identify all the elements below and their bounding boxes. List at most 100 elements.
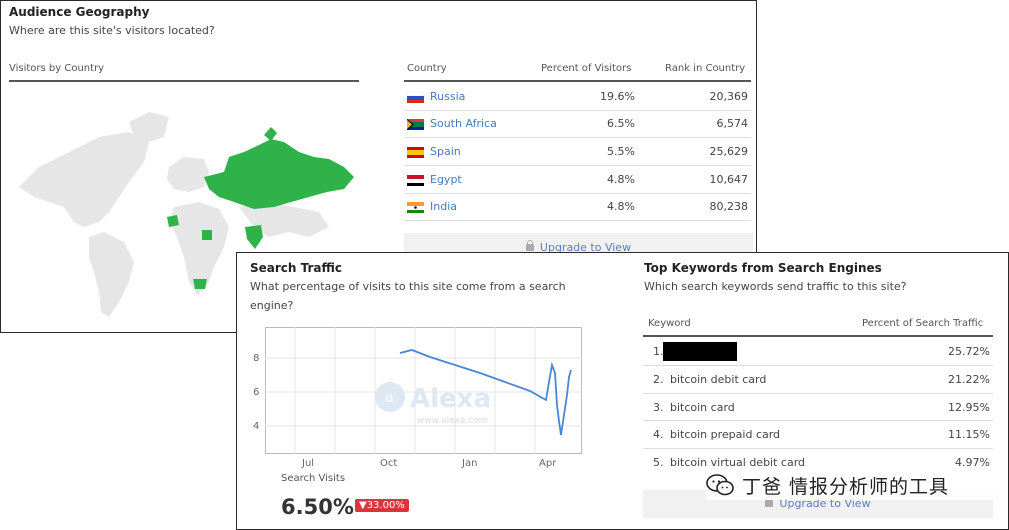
map-africa bbox=[169, 202, 229, 295]
visitors-by-country-label: Visitors by Country bbox=[9, 63, 105, 74]
svg-text:a: a bbox=[385, 390, 394, 406]
x-tick: Oct bbox=[380, 458, 398, 469]
india-flag-icon bbox=[407, 202, 424, 213]
table-row: India 4.8% 80,238 bbox=[404, 194, 751, 221]
keyword-index: 2. bbox=[653, 373, 664, 386]
keyword-index: 4. bbox=[653, 428, 664, 441]
keyword-percent: 21.22% bbox=[948, 373, 990, 386]
search-traffic-title: Search Traffic bbox=[250, 261, 343, 275]
row-divider bbox=[404, 220, 751, 221]
row-divider bbox=[404, 137, 751, 138]
map-north-america bbox=[19, 132, 149, 227]
row-divider bbox=[643, 365, 993, 366]
top-keywords-title: Top Keywords from Search Engines bbox=[644, 261, 882, 275]
upgrade-label: Upgrade to View bbox=[539, 241, 632, 254]
search-visits-label: Search Visits bbox=[281, 473, 346, 484]
keyword-percent: 12.95% bbox=[948, 401, 990, 414]
search-traffic-subtitle-1: What percentage of visits to this site c… bbox=[250, 280, 566, 293]
wechat-icon bbox=[706, 474, 734, 496]
table-row: Spain 5.5% 25,629 bbox=[404, 139, 751, 166]
map-russia-north bbox=[264, 127, 277, 141]
map-spain bbox=[167, 215, 179, 227]
egypt-flag-icon bbox=[407, 175, 424, 186]
map-south-america bbox=[89, 232, 134, 317]
x-tick: Jul bbox=[302, 458, 315, 469]
geography-subtitle: Where are this site's visitors located? bbox=[9, 24, 215, 37]
column-percent-of-visitors[interactable]: Percent of Visitors bbox=[541, 63, 632, 74]
map-russia bbox=[204, 139, 354, 209]
y-tick: 4 bbox=[253, 421, 260, 432]
search-traffic-line bbox=[399, 349, 572, 436]
keywords-upgrade-label: Upgrade to View bbox=[779, 497, 871, 510]
column-percent-of-search-traffic[interactable]: Percent of Search Traffic bbox=[862, 318, 984, 329]
percent-value: 4.8% bbox=[607, 200, 635, 213]
row-divider bbox=[643, 393, 993, 394]
column-keyword[interactable]: Keyword bbox=[648, 318, 691, 329]
keyword-text: bitcoin prepaid card bbox=[670, 428, 781, 441]
country-link[interactable]: Spain bbox=[430, 145, 461, 158]
keyword-row: 2. bitcoin debit card 21.22% bbox=[643, 366, 993, 393]
top-keywords-subtitle: Which search keywords send traffic to th… bbox=[644, 280, 907, 293]
keyword-index: 5. bbox=[653, 456, 664, 469]
russia-flag-icon bbox=[407, 92, 424, 103]
keywords-header-rule bbox=[643, 335, 993, 337]
rank-value: 25,629 bbox=[709, 145, 749, 158]
row-divider bbox=[643, 420, 993, 421]
table-row: Russia 19.6% 20,369 bbox=[404, 84, 751, 111]
map-greenland bbox=[129, 112, 169, 142]
alexa-logo-icon bbox=[375, 382, 405, 412]
change-badge: ▼33.00% bbox=[355, 499, 409, 512]
row-divider bbox=[643, 448, 993, 449]
keyword-percent: 11.15% bbox=[948, 428, 990, 441]
percent-value: 4.8% bbox=[607, 173, 635, 186]
map-india bbox=[245, 225, 263, 249]
south-africa-flag-icon bbox=[407, 119, 424, 130]
lock-icon bbox=[765, 496, 774, 507]
map-south-africa bbox=[193, 279, 207, 289]
watermark-text: 丁爸 情报分析师的工具 bbox=[742, 476, 950, 498]
y-tick: 8 bbox=[253, 353, 260, 364]
country-link[interactable]: South Africa bbox=[430, 117, 497, 130]
keyword-row: 5. bitcoin virtual debit card 4.97% bbox=[643, 449, 993, 476]
lock-icon bbox=[525, 240, 534, 251]
keyword-percent: 4.97% bbox=[955, 456, 990, 469]
country-link[interactable]: India bbox=[430, 200, 457, 213]
table-header-rule bbox=[404, 80, 751, 82]
row-divider bbox=[404, 110, 751, 111]
wechat-watermark: 丁爸 情报分析师的工具 bbox=[706, 470, 1006, 500]
rank-value: 10,647 bbox=[709, 173, 749, 186]
search-traffic-chart[interactable]: 8 6 4 a Alexa www.alexa.com Jul Oct Jan … bbox=[249, 327, 585, 469]
table-row: Egypt 4.8% 10,647 bbox=[404, 167, 751, 194]
table-row: South Africa 6.5% 6,574 bbox=[404, 111, 751, 138]
keyword-text: bitcoin card bbox=[670, 401, 735, 414]
search-traffic-subtitle-2: engine? bbox=[250, 299, 294, 312]
percent-value: 5.5% bbox=[607, 145, 635, 158]
alexa-watermark: Alexa bbox=[410, 384, 491, 414]
map-europe bbox=[167, 157, 209, 192]
column-rank-in-country[interactable]: Rank in Country bbox=[665, 63, 746, 74]
x-tick: Apr bbox=[539, 458, 557, 469]
column-country[interactable]: Country bbox=[407, 63, 447, 74]
rank-value: 80,238 bbox=[709, 200, 749, 213]
alexa-url-watermark: www.alexa.com bbox=[417, 416, 487, 426]
percent-value: 6.5% bbox=[607, 117, 635, 130]
redacted-keyword bbox=[663, 342, 737, 361]
keyword-row: 3. bitcoin card 12.95% bbox=[643, 394, 993, 421]
keyword-index: 3. bbox=[653, 401, 664, 414]
map-egypt bbox=[202, 230, 212, 240]
chart-plot: a Alexa www.alexa.com bbox=[265, 327, 582, 454]
geography-title: Audience Geography bbox=[9, 5, 150, 19]
search-visits-value: 6.50% bbox=[281, 495, 354, 519]
keyword-row: 1. 25.72% bbox=[643, 338, 993, 365]
country-link[interactable]: Egypt bbox=[430, 173, 462, 186]
rank-value: 20,369 bbox=[709, 90, 749, 103]
rank-value: 6,574 bbox=[716, 117, 749, 130]
row-divider bbox=[404, 193, 751, 194]
percent-value: 19.6% bbox=[600, 90, 635, 103]
country-link[interactable]: Russia bbox=[430, 90, 466, 103]
keyword-percent: 25.72% bbox=[948, 345, 990, 358]
y-tick: 6 bbox=[253, 387, 260, 398]
x-tick: Jan bbox=[462, 458, 478, 469]
keyword-text: bitcoin debit card bbox=[670, 373, 767, 386]
keyword-text: bitcoin virtual debit card bbox=[670, 456, 806, 469]
